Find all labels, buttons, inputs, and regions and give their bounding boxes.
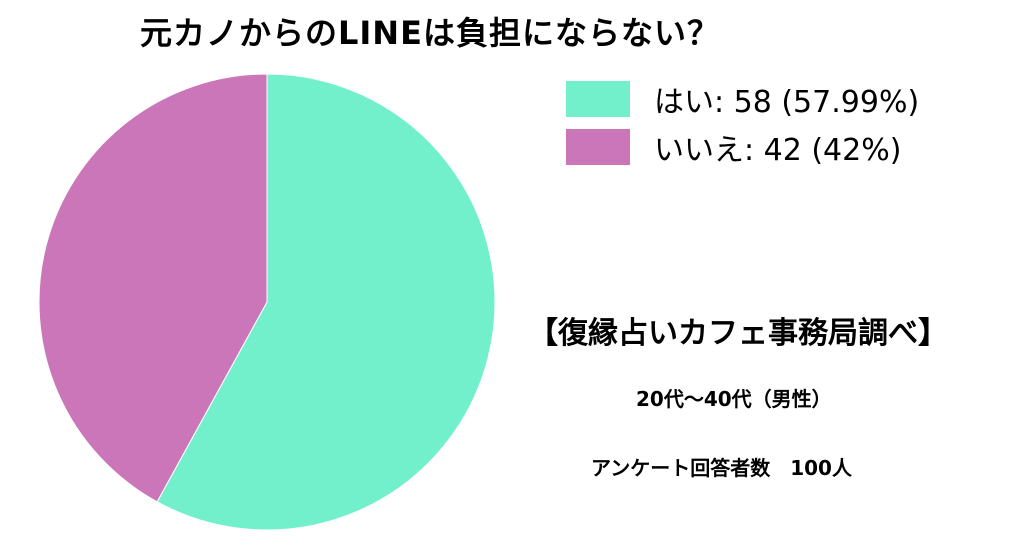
- legend-label-no: いいえ: 42 (42%): [654, 133, 902, 168]
- respondent-count: アンケート回答者数 100人: [591, 456, 852, 480]
- legend-swatch-no: [566, 129, 630, 165]
- legend-label-yes: はい: 58 (57.99%): [654, 85, 920, 120]
- source-note: 【復縁占いカフェ事務局調べ】: [528, 316, 948, 351]
- legend: はい: 58 (57.99%) いいえ: 42 (42%): [566, 76, 919, 172]
- pie-slice-no: [38, 73, 268, 503]
- legend-item-no: いいえ: 42 (42%): [566, 124, 919, 170]
- pie-slice-yes: [156, 73, 496, 531]
- chart-title: 元カノからのLINEは負担にならない？: [140, 14, 720, 52]
- demographic-note: 20代〜40代（男性）: [636, 387, 832, 411]
- legend-swatch-yes: [566, 81, 630, 117]
- pie-chart: [38, 73, 496, 531]
- legend-item-yes: はい: 58 (57.99%): [566, 76, 919, 122]
